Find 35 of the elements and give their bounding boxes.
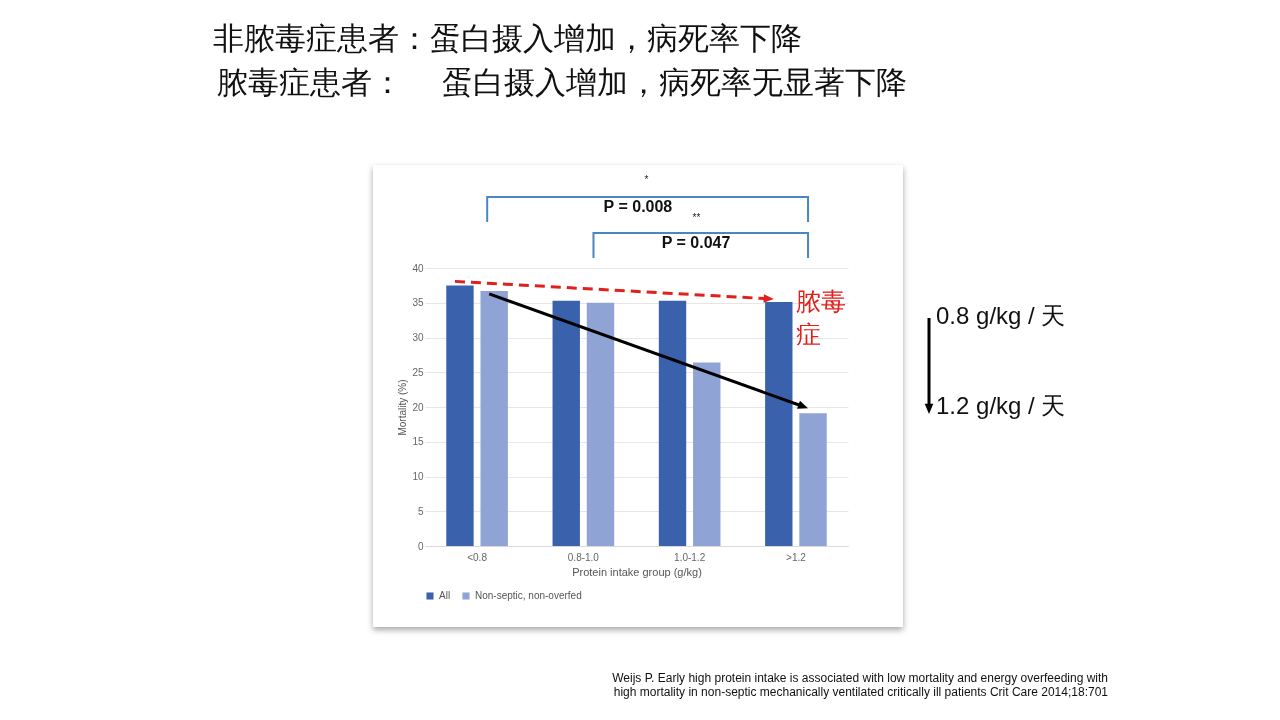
chart-title: 非脓毒症患者：蛋白摄入增加，病死率下降	[213, 19, 802, 58]
y-tick-label: 15	[412, 436, 424, 448]
text: P = 0.047	[661, 234, 731, 252]
bar	[446, 285, 474, 546]
y-tick-label: 5	[417, 505, 424, 517]
x-tick-label: 0.8-1.0	[567, 551, 600, 563]
text: Weijs P. Early high protein intake is associated with low mortality and energy overfeeding with high mortality in non-septic mechanically ventilated critically ill patients Crit Care 2014;18:701	[612, 671, 1108, 699]
x-tick-label: <0.8	[467, 551, 488, 563]
text: 1.2 g/kg / 天	[936, 391, 1066, 421]
bar	[693, 362, 721, 546]
bar	[586, 302, 615, 546]
y-tick-label: 25	[412, 366, 424, 378]
y-tick-label: 10	[412, 471, 424, 482]
bar	[765, 302, 793, 546]
legend-label: All	[439, 590, 451, 601]
y-tick-label: 35	[412, 297, 424, 309]
x-tick-label: >1.2	[786, 551, 807, 563]
y-tick-label: 0	[417, 540, 424, 552]
annotation: 脓毒症	[796, 286, 848, 352]
bar	[480, 290, 508, 546]
bar	[552, 300, 580, 546]
text: **	[692, 212, 701, 223]
bar	[799, 413, 827, 546]
text: 0.8 g/kg / 天	[936, 301, 1066, 331]
y-tick-label: 20	[412, 401, 424, 413]
legend-label: Non-septic, non-overfed	[475, 590, 582, 601]
text: P = 0.008	[603, 198, 673, 216]
x-tick-label: 1.0-1.2	[674, 551, 706, 563]
y-tick-label: 30	[412, 332, 424, 343]
y-tick-label: 40	[412, 262, 424, 274]
text: *	[644, 174, 649, 185]
x-axis-title: Protein intake group (g/kg)	[572, 565, 702, 578]
y-axis-title: Mortality (%)	[397, 379, 409, 436]
bar	[658, 300, 687, 546]
chart-subtitle: 脓毒症患者： 蛋白摄入增加，病死率无显著下降	[217, 63, 908, 102]
